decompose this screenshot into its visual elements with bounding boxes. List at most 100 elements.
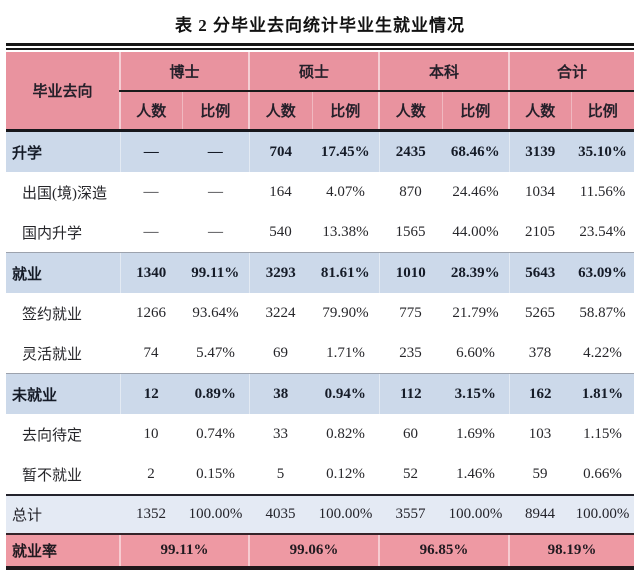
cell: 4.07%: [326, 183, 365, 200]
cell: 1565: [395, 223, 426, 240]
cell: 12: [119, 373, 182, 414]
cell: 93.64%: [192, 304, 239, 321]
row-label: 国内升学: [22, 225, 83, 242]
cell: 3293: [248, 252, 313, 293]
corner-header: 毕业去向: [6, 52, 120, 132]
row-label: 就业率: [6, 533, 120, 568]
rate-cell-total: 98.19%: [508, 533, 635, 568]
table-row-contract-employment: 签约就业 1266 93.64% 3224 79.90% 775 21.79% …: [6, 293, 634, 333]
cell: 100.00%: [312, 494, 380, 534]
cell: 5: [276, 465, 285, 482]
row-label: 暂不就业: [22, 467, 83, 484]
sub-header: 人数: [119, 91, 182, 132]
cell: —: [119, 130, 182, 172]
cell: 1.69%: [456, 425, 495, 442]
cell: 1.71%: [326, 344, 365, 361]
cell: 17.45%: [312, 130, 380, 172]
header-sub-row: 人数 比例 人数 比例 人数 比例 人数 比例: [6, 91, 635, 132]
cell: 81.61%: [312, 252, 380, 293]
cell: —: [208, 223, 223, 240]
table-row-further-study: 升学 — — 704 17.45% 2435 68.46% 3139 35.10…: [6, 130, 635, 172]
cell: 28.39%: [442, 252, 510, 293]
rate-cell-doctor: 99.11%: [118, 533, 250, 568]
row-label: 未就业: [6, 373, 120, 414]
cell: 2435: [378, 130, 443, 172]
cell: 0.82%: [326, 425, 365, 442]
row-label: 就业: [6, 252, 120, 293]
cell: 2105: [525, 223, 556, 240]
cell: 1266: [136, 304, 166, 321]
cell: 2: [147, 465, 155, 482]
table-row-grand-total: 总计 1352 100.00% 4035 100.00% 3557 100.00…: [6, 494, 635, 534]
cell: 1352: [120, 494, 182, 534]
cell: 100.00%: [571, 494, 635, 534]
cell: 378: [528, 344, 552, 361]
cell: 775: [399, 304, 422, 321]
table-row-employment-rate: 就业率 99.11% 99.06% 96.85% 98.19%: [6, 533, 635, 568]
table-row-abroad-study: 出国(境)深造 — — 164 4.07% 870 24.46% 1034 11…: [6, 172, 634, 212]
cell: 6.60%: [456, 344, 495, 361]
row-label: 灵活就业: [22, 346, 83, 363]
cell: 0.74%: [196, 425, 235, 442]
table-body: 升学 — — 704 17.45% 2435 68.46% 3139 35.10…: [6, 130, 635, 568]
cell: 100.00%: [442, 494, 510, 534]
cell: —: [143, 223, 159, 240]
sub-header: 人数: [508, 91, 572, 132]
cell: 4035: [249, 494, 313, 534]
sub-header: 人数: [378, 91, 443, 132]
cell: 1034: [525, 183, 556, 200]
cell: 5265: [525, 304, 556, 321]
table-row-employed: 就业 1340 99.11% 3293 81.61% 1010 28.39% 5…: [6, 252, 635, 293]
cell: 3224: [265, 304, 296, 321]
cell: 5643: [508, 252, 572, 293]
group-header-bachelor: 本科: [378, 52, 510, 92]
sub-header: 比例: [181, 91, 250, 132]
cell: 100.00%: [182, 494, 250, 534]
sub-header: 比例: [441, 91, 510, 132]
cell: 68.46%: [442, 130, 510, 172]
cell: 99.11%: [182, 252, 250, 293]
group-header-total: 合计: [508, 52, 635, 92]
cell: 74: [143, 344, 159, 361]
cell: —: [182, 130, 250, 172]
cell: 0.94%: [312, 373, 380, 414]
table-row-unemployed: 未就业 12 0.89% 38 0.94% 112 3.15% 162 1.81…: [6, 373, 635, 414]
cell: 0.12%: [326, 465, 365, 482]
rate-cell-master: 99.06%: [248, 533, 380, 568]
cell: 1.46%: [456, 465, 495, 482]
cell: 13.38%: [322, 223, 369, 240]
cell: 235: [399, 344, 422, 361]
header-group-row: 毕业去向 博士 硕士 本科 合计: [6, 52, 635, 132]
cell: 5.47%: [196, 344, 235, 361]
row-label: 总计: [6, 494, 120, 534]
title-double-rule: [6, 43, 634, 50]
cell: 3557: [379, 494, 443, 534]
cell: 58.87%: [579, 304, 626, 321]
cell: 704: [248, 130, 313, 172]
cell: 11.56%: [579, 183, 626, 200]
cell: 8944: [509, 494, 572, 534]
cell: 0.66%: [583, 465, 622, 482]
cell: 38: [248, 373, 313, 414]
cell: 69: [273, 344, 289, 361]
cell: 162: [508, 373, 572, 414]
row-label: 签约就业: [22, 306, 83, 323]
cell: 0.89%: [182, 373, 250, 414]
row-label: 去向待定: [22, 427, 83, 444]
group-header-master: 硕士: [248, 52, 380, 92]
cell: 63.09%: [571, 252, 635, 293]
table-row-not-seeking: 暂不就业 2 0.15% 5 0.12% 52 1.46% 59 0.66%: [6, 454, 634, 495]
cell: —: [208, 183, 223, 200]
table-row-domestic-study: 国内升学 — — 540 13.38% 1565 44.00% 2105 23.…: [6, 212, 634, 253]
cell: 21.79%: [452, 304, 499, 321]
cell: 60: [403, 425, 419, 442]
table-title: 表 2 分毕业去向统计毕业生就业情况: [175, 16, 465, 35]
cell: 1.15%: [583, 425, 622, 442]
table-row-flexible-employment: 灵活就业 74 5.47% 69 1.71% 235 6.60% 378 4.2…: [6, 333, 634, 374]
cell: 33: [273, 425, 289, 442]
cell: 1010: [378, 252, 443, 293]
cell: 79.90%: [322, 304, 369, 321]
cell: 112: [378, 373, 443, 414]
rate-cell-bachelor: 96.85%: [378, 533, 510, 568]
